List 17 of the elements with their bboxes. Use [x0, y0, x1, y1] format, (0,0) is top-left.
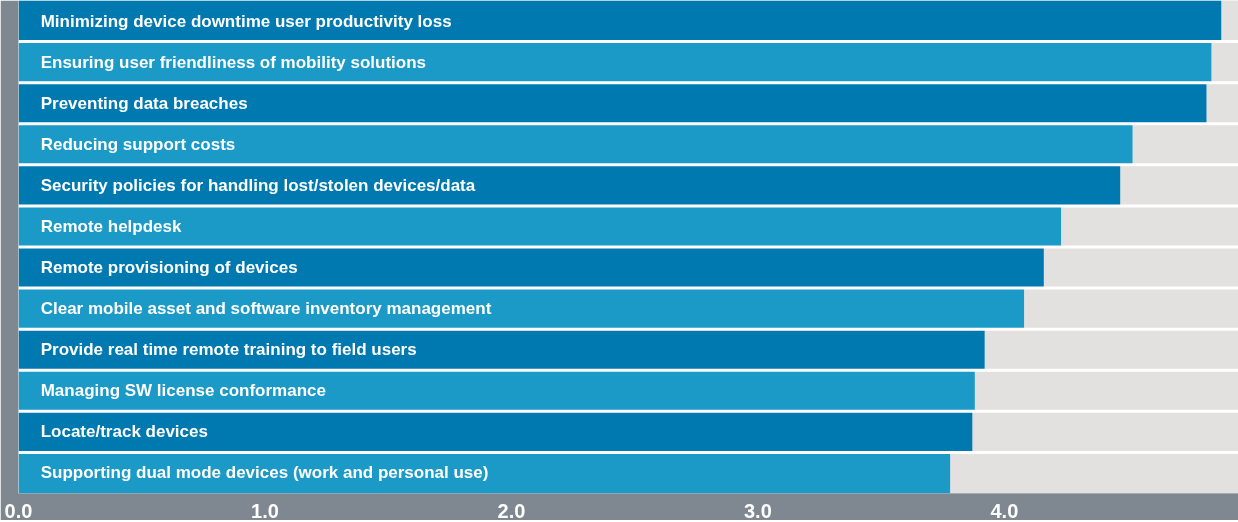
x-tick-label: 2.0 [497, 499, 526, 522]
x-tick-label: 4.0 [990, 499, 1019, 522]
y-tick-label: Managing SW license conformance [40, 381, 326, 401]
y-tick-label: Minimizing device downtime user productivity loss [40, 11, 452, 31]
y-tick-label: Security policies for handling lost/stolen devices/data [40, 175, 476, 195]
y-tick-label: Supporting dual mode devices (work and personal use) [40, 463, 489, 483]
x-tick-label: 0.0 [4, 499, 33, 522]
y-tick-label: Remote provisioning of devices [40, 258, 298, 278]
y-tick-label: Ensuring user friendliness of mobility solutions [40, 52, 427, 72]
x-tick-label: 1.0 [251, 499, 279, 522]
y-tick-label: Remote helpdesk [40, 216, 182, 236]
y-tick-label: Reducing support costs [40, 134, 236, 154]
y-tick-label: Clear mobile asset and software inventory management [40, 299, 492, 319]
y-tick-label: Preventing data breaches [40, 93, 248, 113]
y-tick-label: Locate/track devices [40, 422, 208, 442]
y-tick-label: Provide real time remote training to field users [40, 340, 417, 360]
x-tick-label: 3.0 [743, 499, 772, 522]
